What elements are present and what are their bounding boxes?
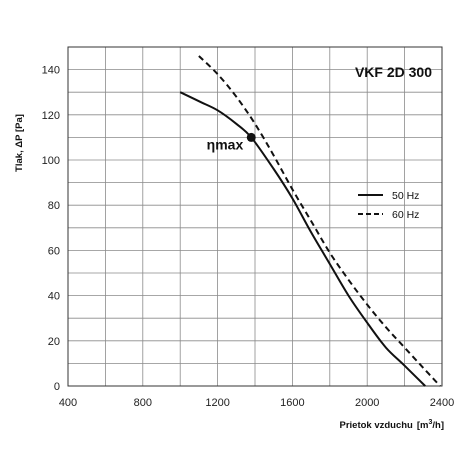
plot-frame <box>67 46 443 387</box>
eta-max-label: ηmax <box>207 136 244 152</box>
eta-max-point <box>246 132 256 142</box>
x-axis-unit-tail: /h] <box>432 420 444 431</box>
legend: 50 Hz 60 Hz <box>358 190 419 221</box>
series-line-60hz <box>198 55 441 387</box>
y-tick-label: 120 <box>42 110 60 122</box>
x-tick-label: 800 <box>134 397 152 409</box>
x-tick-label: 1200 <box>205 397 229 409</box>
y-tick-label: 60 <box>48 245 60 257</box>
chart-title: VKF 2D 300 <box>355 64 432 80</box>
grid <box>68 47 442 386</box>
curves <box>179 55 441 387</box>
y-tick-label: 100 <box>42 155 60 167</box>
tick-labels: 400 800 1200 1600 2000 2400 0 20 40 60 80 100 120 140 <box>42 65 455 409</box>
x-axis-unit: [m <box>417 420 429 431</box>
x-tick-label: 2000 <box>355 397 379 409</box>
x-tick-label: 400 <box>59 397 77 409</box>
y-tick-label: 40 <box>48 291 60 303</box>
legend-label-50hz: 50 Hz <box>392 190 419 202</box>
y-tick-label: 0 <box>54 381 60 393</box>
x-tick-label: 2400 <box>430 397 454 409</box>
legend-label-60hz: 60 Hz <box>392 209 419 221</box>
y-axis-title: Tlak, ΔP [Pa] <box>14 114 25 172</box>
x-axis-title: Prietok vzduchu [m3/h] <box>339 419 444 431</box>
x-axis-title-main: Prietok vzduchu <box>339 420 413 431</box>
y-tick-label: 140 <box>42 65 60 77</box>
y-tick-label: 20 <box>48 336 60 348</box>
y-tick-label: 80 <box>48 200 60 212</box>
x-tick-label: 1600 <box>280 397 304 409</box>
x-axis-unit-sup: 3 <box>428 419 432 426</box>
series-line-50hz <box>179 91 426 387</box>
